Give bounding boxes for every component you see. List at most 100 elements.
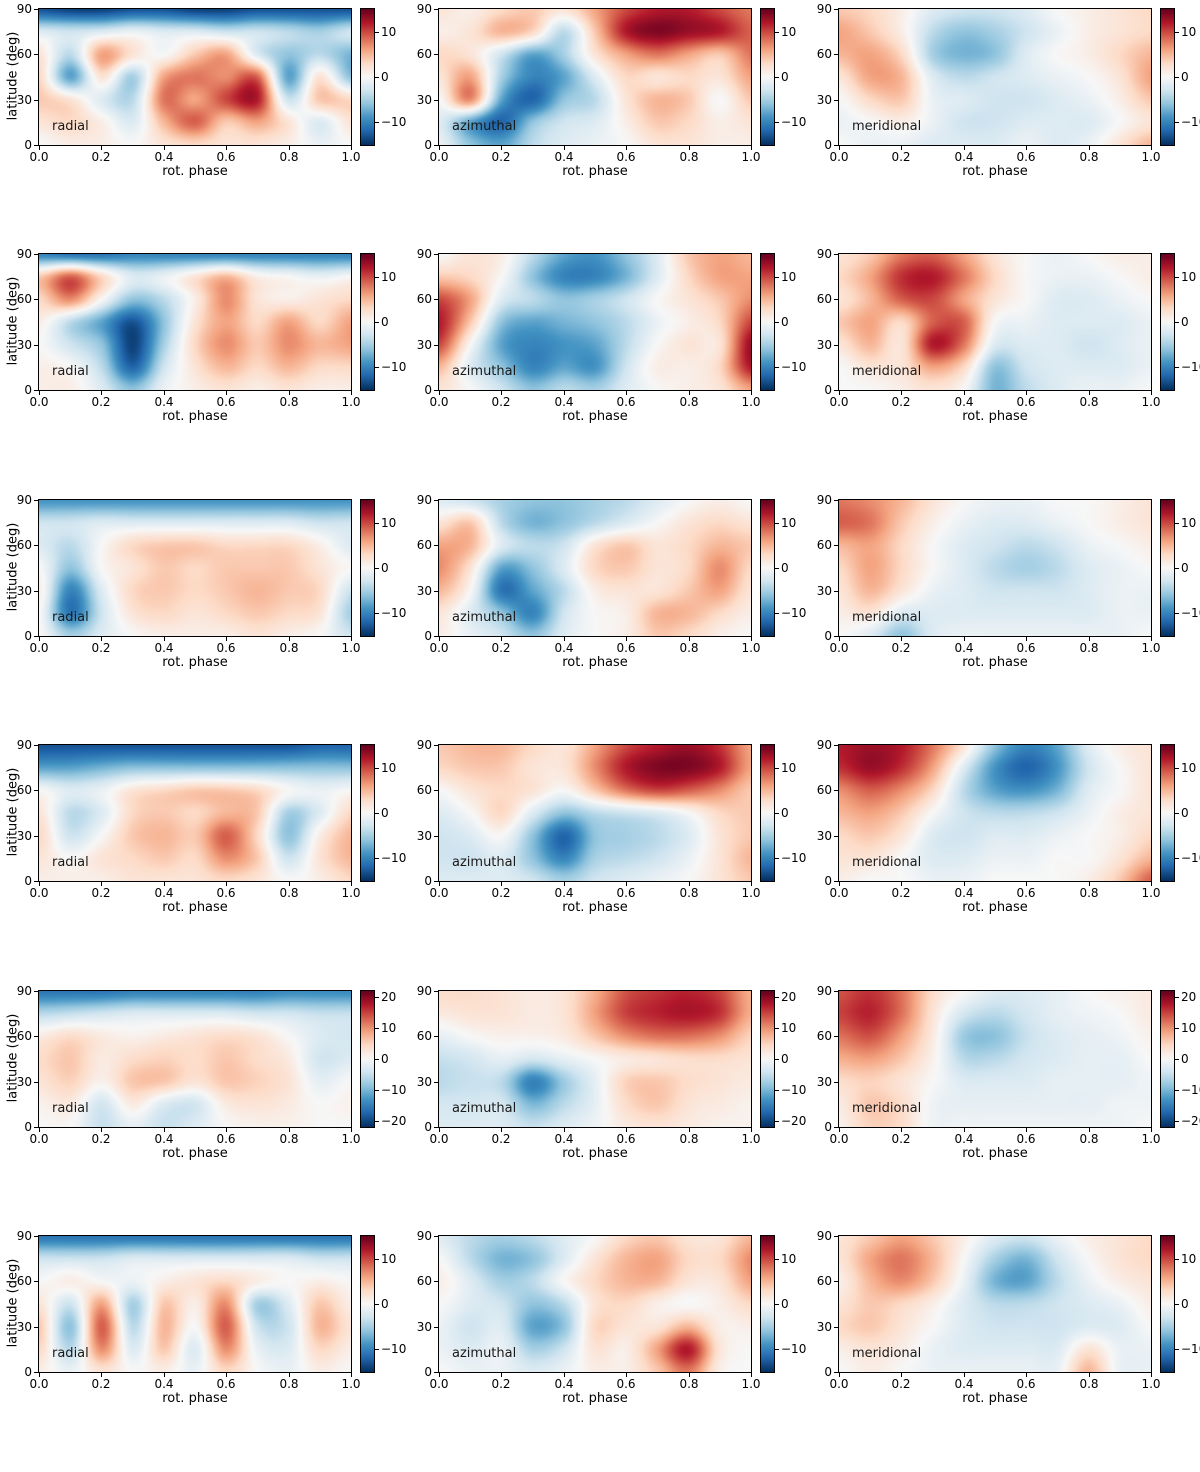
x-axis-tick (1089, 1373, 1090, 1377)
colorbar (760, 744, 775, 882)
colorbar-tick-label: 0 (1181, 70, 1189, 84)
x-axis-label: rot. phase (162, 1146, 228, 1161)
y-axis-tick (434, 100, 438, 101)
x-axis-tick-label: 0.8 (279, 886, 299, 900)
colorbar-tick (375, 367, 379, 368)
panel-label: meridional (852, 1346, 922, 1361)
colorbar-tick (775, 768, 779, 769)
y-axis-tick-label: 30 (16, 338, 32, 352)
colorbar-tick (1175, 858, 1179, 859)
x-axis-tick-label: 0.0 (829, 1132, 849, 1146)
y-axis-tick-label: 60 (416, 1029, 432, 1043)
x-axis-tick-label: 1.0 (341, 395, 361, 409)
x-axis-tick (226, 882, 227, 886)
y-axis-label: latitude (deg) (5, 31, 21, 121)
colorbar-tick-label: 0 (781, 561, 789, 575)
colorbar-tick-label: 10 (1181, 1021, 1197, 1035)
x-axis-tick (964, 882, 965, 886)
x-axis-tick-label: 0.8 (279, 641, 299, 655)
colorbar-tick-label: 10 (1181, 270, 1197, 284)
heatmap-panel: radial 0.0 0.2 0.4 0.6 0.8 1.0 90 60 30 0 rot. phas… (0, 245, 407, 490)
x-axis-tick-label: 0.0 (29, 886, 49, 900)
plot-frame (838, 8, 1152, 146)
colorbar-tick-label: −10 (781, 115, 807, 129)
panel-label: azimuthal (452, 119, 517, 134)
y-axis-tick (34, 1082, 38, 1083)
colorbar-tick-label: −10 (781, 1083, 807, 1097)
y-axis-tick (834, 390, 838, 391)
x-axis-tick (226, 146, 227, 150)
y-axis-tick-label: 90 (416, 247, 432, 261)
colorbar-tick (1175, 277, 1179, 278)
x-axis-tick-label: 0.4 (554, 150, 574, 164)
y-axis-tick-label: 60 (816, 292, 832, 306)
heatmap-canvas (439, 745, 751, 881)
x-axis-tick (289, 882, 290, 886)
colorbar-tick-label: 10 (381, 25, 397, 39)
heatmap-canvas (439, 500, 751, 636)
x-axis-tick-label: 0.8 (679, 886, 699, 900)
x-axis-tick (164, 146, 165, 150)
colorbar-tick-label: 0 (781, 1297, 789, 1311)
y-axis-tick-label: 30 (416, 1075, 432, 1089)
heatmap-panel: azimuthal 0.0 0.2 0.4 0.6 0.8 1.0 90 60 30 0 rot. p… (400, 1227, 807, 1472)
colorbar-tick-label: 10 (1181, 25, 1197, 39)
y-axis-tick (834, 991, 838, 992)
x-axis-tick-label: 0.8 (679, 150, 699, 164)
panel-label: azimuthal (452, 1101, 517, 1116)
y-axis-tick-label: 90 (16, 1229, 32, 1243)
colorbar-tick-label: 0 (1181, 1297, 1189, 1311)
colorbar-tick (1175, 122, 1179, 123)
x-axis-tick-label: 1.0 (341, 1132, 361, 1146)
colorbar-tick-label: 0 (781, 806, 789, 820)
x-axis-tick (626, 1128, 627, 1132)
y-axis-tick (34, 991, 38, 992)
x-axis-tick (39, 1128, 40, 1132)
y-axis-tick (434, 881, 438, 882)
y-axis-tick (834, 591, 838, 592)
x-axis-tick (689, 391, 690, 395)
x-axis-tick-label: 0.0 (429, 150, 449, 164)
x-axis-tick (1089, 882, 1090, 886)
y-axis-tick-label: 60 (16, 783, 32, 797)
x-axis-tick-label: 1.0 (741, 1377, 761, 1391)
panel-label: radial (52, 1101, 89, 1116)
y-axis-tick-label: 0 (424, 874, 432, 888)
x-axis-tick-label: 0.8 (279, 1132, 299, 1146)
x-axis-tick (964, 637, 965, 641)
y-axis-tick-label: 60 (16, 1274, 32, 1288)
y-axis-tick (834, 9, 838, 10)
x-axis-tick-label: 0.6 (1016, 395, 1036, 409)
colorbar-tick (375, 1349, 379, 1350)
x-axis-tick (626, 391, 627, 395)
y-axis-tick-label: 60 (816, 783, 832, 797)
x-axis-tick-label: 0.8 (1079, 1377, 1099, 1391)
x-axis-tick (289, 391, 290, 395)
colorbar-tick (775, 813, 779, 814)
colorbar-tick-label: −10 (381, 1342, 407, 1356)
x-axis-tick-label: 0.2 (91, 1132, 111, 1146)
colorbar-tick (375, 122, 379, 123)
x-axis-tick-label: 0.0 (429, 641, 449, 655)
y-axis-label: latitude (deg) (5, 1013, 21, 1103)
y-axis-tick (434, 1327, 438, 1328)
x-axis-tick-label: 0.0 (429, 395, 449, 409)
y-axis-tick-label: 90 (416, 493, 432, 507)
colorbar-tick (1175, 523, 1179, 524)
x-axis-tick-label: 0.4 (554, 1377, 574, 1391)
panel-label: meridional (852, 610, 922, 625)
x-axis-tick-label: 0.4 (954, 886, 974, 900)
x-axis-tick-label: 1.0 (741, 641, 761, 655)
panel-label: radial (52, 610, 89, 625)
colorbar-tick-label: −10 (381, 1083, 407, 1097)
colorbar-tick-label: 10 (381, 761, 397, 775)
colorbar-tick (375, 813, 379, 814)
colorbar-tick (1175, 1304, 1179, 1305)
y-axis-tick-label: 30 (816, 1320, 832, 1334)
x-axis-tick-label: 1.0 (341, 1377, 361, 1391)
panel-label: meridional (852, 364, 922, 379)
x-axis-tick-label: 1.0 (1141, 641, 1161, 655)
x-axis-tick-label: 1.0 (741, 395, 761, 409)
y-axis-tick-label: 90 (816, 1229, 832, 1243)
x-axis-tick (351, 1128, 352, 1132)
